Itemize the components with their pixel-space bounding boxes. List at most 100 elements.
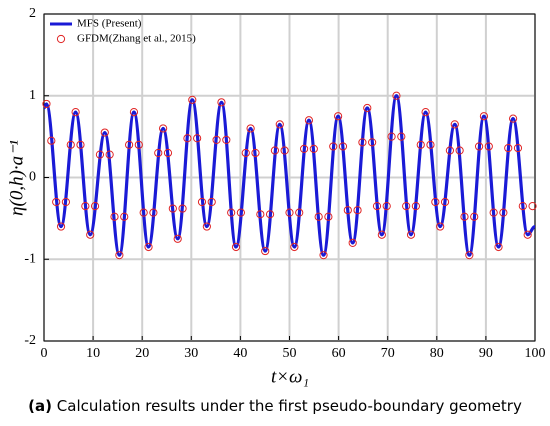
x-tick-label: 90 <box>479 346 493 361</box>
data-point <box>168 204 177 213</box>
data-point <box>358 138 367 147</box>
data-point <box>460 212 469 221</box>
data-point <box>71 108 80 117</box>
data-point <box>197 197 207 207</box>
data-point <box>489 208 498 217</box>
data-point <box>202 222 211 231</box>
data-point <box>110 212 119 221</box>
data-point <box>474 142 484 151</box>
data-point <box>528 202 537 211</box>
data-point <box>285 208 294 217</box>
plot-frame <box>43 13 536 342</box>
y-tick-label: 2 <box>29 6 36 21</box>
x-axis-label: t×ω₁ <box>271 366 309 387</box>
data-point <box>275 120 284 129</box>
x-tick-label: 100 <box>525 346 546 361</box>
data-point <box>343 206 352 215</box>
data-point <box>280 146 289 155</box>
data-point <box>265 210 275 219</box>
data-point <box>188 95 197 104</box>
data-point <box>47 136 56 145</box>
data-point <box>450 120 459 129</box>
data-point <box>56 222 66 231</box>
data-point <box>513 143 523 153</box>
data-point <box>338 142 348 151</box>
data-point <box>377 230 386 239</box>
data-point <box>455 146 464 155</box>
data-point <box>397 132 406 141</box>
data-point <box>124 140 134 149</box>
data-point <box>139 208 148 217</box>
y-axis-label: η(0,h)·a⁻¹ <box>6 140 27 216</box>
data-point <box>479 112 489 121</box>
data-line <box>42 94 536 257</box>
data-point <box>120 212 129 221</box>
data-point <box>212 135 221 144</box>
data-point <box>470 212 479 221</box>
data-point <box>509 114 518 123</box>
data-point <box>411 202 420 211</box>
data-point <box>334 112 343 121</box>
caption-text: Calculation results under the first pseu… <box>57 397 522 415</box>
data-point <box>406 230 416 239</box>
data-point <box>42 99 51 109</box>
data-point <box>368 138 377 147</box>
data-point <box>207 197 216 207</box>
data-point <box>387 132 396 141</box>
data-point <box>290 242 299 252</box>
data-point <box>159 124 168 133</box>
x-tick-label: 70 <box>381 346 395 361</box>
data-point <box>436 222 445 231</box>
caption: (a) Calculation results under the first … <box>28 397 522 415</box>
data-point <box>100 128 109 137</box>
data-point <box>149 208 158 217</box>
data-point <box>52 197 61 207</box>
data-point <box>183 134 192 143</box>
data-point <box>173 234 182 243</box>
data-point <box>115 251 124 260</box>
data-point <box>66 140 75 149</box>
data-point <box>421 108 430 117</box>
data-point <box>518 202 527 211</box>
x-tick-label: 0 <box>41 346 48 361</box>
data-point <box>105 150 114 159</box>
data-point <box>295 208 304 217</box>
data-point <box>465 251 474 260</box>
data-point <box>402 202 411 211</box>
x-tick-label: 30 <box>184 346 198 361</box>
x-tick-label: 10 <box>86 346 100 361</box>
data-point <box>440 197 450 207</box>
data-point <box>494 242 503 252</box>
data-point <box>484 142 493 151</box>
data-point <box>499 208 508 217</box>
x-tick-label: 40 <box>233 346 247 361</box>
data-point <box>353 206 362 215</box>
data-point <box>90 202 100 211</box>
data-point <box>178 204 187 213</box>
data-point <box>81 202 90 211</box>
x-tick-label: 20 <box>135 346 149 361</box>
data-point <box>231 242 241 252</box>
data-point <box>382 202 391 211</box>
x-tick-label: 60 <box>332 346 346 361</box>
legend-marker <box>56 34 66 44</box>
data-point <box>76 140 85 149</box>
data-point <box>95 150 105 159</box>
data-point <box>431 197 440 207</box>
data-point <box>372 202 382 211</box>
legend-label: MFS (Present) <box>77 18 142 30</box>
data-point <box>154 148 163 158</box>
data-point <box>426 140 435 149</box>
data-point <box>363 103 372 113</box>
data-point <box>270 146 280 155</box>
data-point <box>319 251 328 260</box>
data-point <box>222 135 231 144</box>
data-point <box>251 148 260 158</box>
data-point <box>314 212 323 221</box>
x-tick-label: 50 <box>283 346 297 361</box>
data-point <box>261 246 270 256</box>
data-point <box>217 98 226 107</box>
data-point <box>324 212 333 221</box>
data-point <box>304 116 314 125</box>
data-point <box>348 238 357 247</box>
